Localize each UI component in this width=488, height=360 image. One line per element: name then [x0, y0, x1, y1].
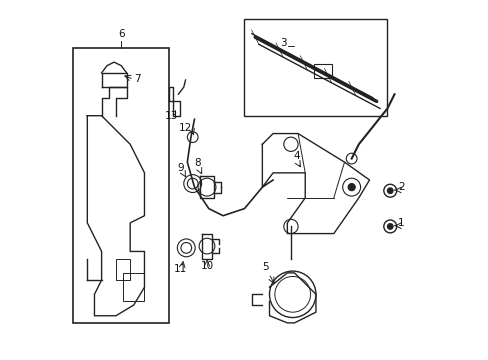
Text: 7: 7 [134, 74, 140, 84]
Text: 10: 10 [200, 261, 213, 271]
Text: 12: 12 [178, 123, 191, 133]
Text: 2: 2 [397, 182, 404, 192]
Text: 1: 1 [397, 218, 404, 228]
Text: 11: 11 [174, 264, 187, 274]
Bar [123, 273, 144, 301]
Text: 8: 8 [194, 158, 201, 168]
Circle shape [347, 184, 354, 191]
Bar [313, 64, 331, 78]
Circle shape [386, 188, 392, 194]
Text: 5: 5 [262, 262, 269, 272]
Text: 9: 9 [177, 163, 184, 173]
Text: 6: 6 [118, 29, 124, 39]
Bar [116, 258, 130, 280]
Bar [244, 19, 386, 116]
Text: 4: 4 [292, 151, 299, 161]
Bar [73, 48, 169, 323]
Text: 3: 3 [280, 38, 286, 48]
Circle shape [386, 224, 392, 229]
Text: 13: 13 [164, 111, 178, 121]
